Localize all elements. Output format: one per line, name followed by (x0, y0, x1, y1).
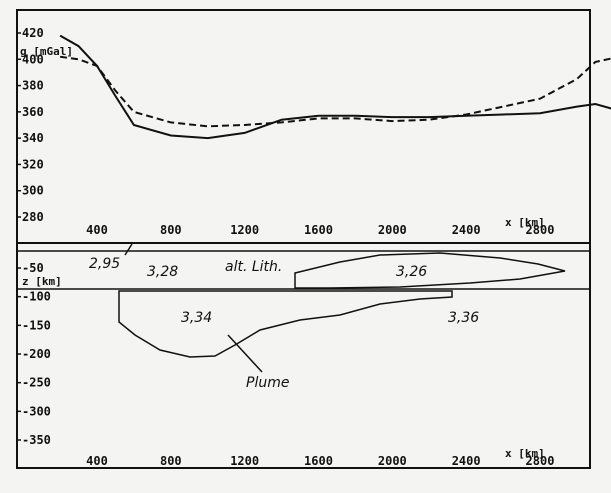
altered-lithosphere-density-label: 3,26 (396, 264, 427, 280)
gravity-x-tick-label: 1600 (304, 223, 333, 237)
gravity-x-axis-label: x [km] (505, 216, 545, 229)
gravity-y-tick-label: 360 (22, 105, 44, 119)
gravity-y-axis-label: g [mGal] (20, 45, 73, 58)
depth-y-tick-label: -200 (22, 347, 51, 361)
depth-panel: -50 -100 -150 -200 -250 -300 -350 400 800 1200 16… (17, 243, 566, 468)
gravity-y-tick-label: 280 (22, 210, 44, 224)
depth-y-tick-label: -150 (22, 318, 51, 332)
altered-lithosphere-label: alt. Lith. (225, 259, 282, 275)
observed-gravity-line (59, 34, 611, 140)
plume-label-leader (227, 334, 263, 373)
plume-density-label: 3,34 (181, 310, 212, 326)
gravity-y-ticks: 420 400 380 360 340 320 300 280 (17, 26, 44, 224)
depth-x-tick-label: 2000 (378, 454, 407, 468)
depth-y-ticks: -50 -100 -150 -200 -250 -300 -350 (17, 261, 51, 447)
depth-x-tick-label: 2800 (526, 454, 555, 468)
depth-x-tick-label: 1200 (230, 454, 259, 468)
depth-y-tick-label: -300 (22, 404, 51, 418)
gravity-x-tick-label: 2400 (452, 223, 481, 237)
depth-x-ticks: 400 800 1200 1600 2000 2400 2800 (86, 454, 554, 468)
altered-lithosphere-body (294, 252, 566, 289)
gravity-x-tick-label: 400 (86, 223, 108, 237)
gravity-x-tick-label: 800 (160, 223, 182, 237)
lithosphere-density-label: 3,28 (147, 264, 178, 280)
plume-body (118, 290, 453, 358)
depth-y-tick-label: -250 (22, 376, 51, 390)
depth-x-tick-label: 1600 (304, 454, 333, 468)
depth-y-tick-label: -350 (22, 433, 51, 447)
depth-x-tick-label: 400 (86, 454, 108, 468)
gravity-y-tick-label: 300 (22, 184, 44, 198)
mantle-density-label: 3,36 (448, 310, 479, 326)
plume-label: Plume (246, 375, 289, 391)
gravity-y-tick-label: 320 (22, 157, 44, 171)
gravity-x-tick-label: 2000 (378, 223, 407, 237)
figure-frame (16, 9, 591, 469)
gravity-y-tick-label: 400 (22, 52, 44, 66)
gravity-x-tick-label: 1200 (230, 223, 259, 237)
gravity-y-tick-label: 380 (22, 79, 44, 93)
depth-x-tick-label: 800 (160, 454, 182, 468)
model-gravity-line (59, 55, 611, 128)
depth-y-tick-label: -50 (22, 261, 44, 275)
crust-boundary-tick (124, 243, 133, 256)
gravity-x-tick-label: 2800 (526, 223, 555, 237)
crust-density-label: 2,95 (89, 256, 120, 272)
depth-y-axis-label: z [km] (22, 275, 62, 288)
gravity-y-tick-label: 420 (22, 26, 44, 40)
depth-x-tick-label: 2400 (452, 454, 481, 468)
gravity-y-tick-label: 340 (22, 131, 44, 145)
depth-y-tick-label: -100 (22, 290, 51, 304)
depth-x-axis-label: x [km] (505, 447, 545, 460)
gravity-x-ticks: 400 800 1200 1600 2000 2400 2800 (86, 223, 554, 237)
gravity-panel: 420 400 380 360 340 320 300 280 400 800 1200 1600 2… (17, 26, 611, 237)
